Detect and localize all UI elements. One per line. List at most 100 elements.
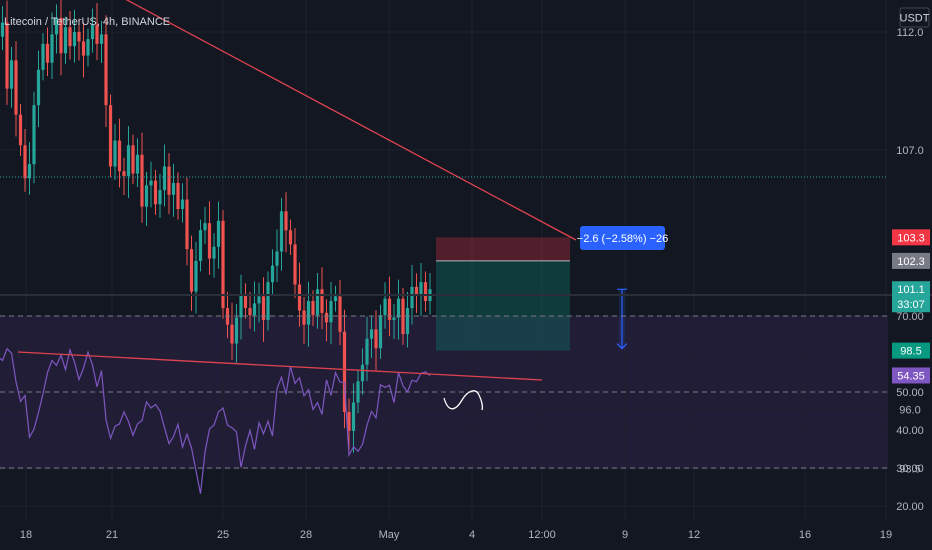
- rsi-trendline[interactable]: [17, 351, 543, 381]
- price-tick-label: 96.0: [899, 405, 920, 417]
- candle: [41, 43, 45, 70]
- currency-button[interactable]: USDT: [899, 7, 930, 28]
- time-tick-label: 12: [688, 529, 700, 541]
- candle: [189, 249, 194, 292]
- candle: [221, 220, 225, 309]
- candle: [18, 114, 23, 146]
- stop-loss-badge: [892, 229, 930, 246]
- candle: [405, 308, 410, 335]
- candle: [63, 27, 68, 54]
- candle: [378, 315, 383, 349]
- candle: [108, 105, 113, 167]
- candle: [50, 34, 54, 63]
- time-tick-label: 12:00: [528, 529, 556, 541]
- candle: [270, 265, 275, 283]
- candle: [279, 211, 284, 252]
- candle: [374, 329, 378, 349]
- candle: [234, 317, 239, 344]
- candle: [369, 329, 374, 339]
- candle: [338, 296, 342, 332]
- measure-label: −2.6 (−2.58%) −26: [577, 233, 668, 245]
- countdown-badge: [892, 296, 930, 313]
- measure-arrowhead: [616, 343, 628, 350]
- candle: [176, 183, 180, 209]
- take-profit-badge: [892, 342, 930, 359]
- candle: [158, 190, 162, 205]
- candle: [392, 317, 396, 320]
- rsi-trendline-line: [17, 351, 543, 381]
- candle: [86, 39, 90, 56]
- rsi-pane[interactable]: [0, 315, 888, 494]
- candle: [54, 17, 59, 35]
- time-tick-label: 28: [300, 529, 312, 541]
- candle: [239, 293, 243, 318]
- candle: [203, 223, 207, 231]
- measure-tool[interactable]: −2.6 (−2.58%) −26: [577, 226, 668, 350]
- candle: [180, 199, 185, 209]
- candle: [243, 293, 248, 309]
- price-tick-label: 107.0: [896, 145, 924, 157]
- measure-label-box: [580, 226, 665, 250]
- time-axis[interactable]: 18 21 25 28 May 4 12:00 9 12 16 19: [20, 529, 892, 541]
- candle: [315, 289, 320, 316]
- candle: [198, 230, 203, 261]
- candle: [387, 298, 392, 320]
- candle: [9, 60, 14, 89]
- price-axis[interactable]: 112.0107.096.093.570.0060.0050.0040.0030…: [892, 27, 930, 513]
- candle: [261, 296, 266, 320]
- time-tick-label: 25: [217, 529, 229, 541]
- candle: [216, 220, 221, 247]
- last-price-badge: [892, 281, 930, 298]
- candle: [248, 308, 252, 316]
- rsi-tick-label: 40.00: [896, 425, 924, 437]
- candle: [333, 296, 338, 302]
- candle: [14, 60, 18, 115]
- candle: [320, 289, 324, 313]
- candle: [212, 246, 216, 259]
- candle: [126, 145, 131, 176]
- candle: [140, 154, 144, 207]
- candle: [302, 310, 306, 325]
- candle: [167, 166, 171, 195]
- candle: [149, 180, 153, 186]
- countdown-label: 33:07: [897, 299, 925, 311]
- price-pane[interactable]: −2.6 (−2.58%) −26: [0, 0, 888, 453]
- time-tick-label: 9: [622, 529, 628, 541]
- candle: [383, 298, 387, 316]
- candle: [32, 105, 36, 165]
- rsi-tick-label: 30.00: [896, 463, 924, 475]
- candle: [95, 24, 99, 44]
- candle: [342, 331, 347, 412]
- candle: [230, 324, 234, 344]
- candle: [297, 284, 302, 311]
- candle: [90, 24, 95, 40]
- candle: [252, 303, 257, 316]
- candle: [23, 145, 27, 179]
- candle: [68, 27, 72, 47]
- candle: [144, 185, 149, 207]
- candle: [288, 230, 293, 245]
- rsi-drawn-curve[interactable]: [443, 390, 484, 411]
- candle: [396, 298, 401, 318]
- time-tick-label: 21: [106, 529, 118, 541]
- rsi-tick-label: 70.00: [896, 311, 924, 323]
- entry-label: 102.3: [897, 256, 925, 268]
- candle: [401, 298, 405, 335]
- short-position-tool[interactable]: [436, 237, 570, 351]
- rsi-current-label: 54.35: [897, 370, 925, 382]
- time-tick-label: 16: [799, 529, 811, 541]
- rsi-levels: [0, 315, 888, 469]
- target-zone: [436, 260, 570, 351]
- rsi-series: [0, 347, 431, 494]
- candle: [162, 166, 167, 191]
- stop-loss-label: 103.3: [897, 232, 925, 244]
- time-tick-label: 19: [880, 529, 892, 541]
- candle: [81, 41, 86, 56]
- price-trendline[interactable]: [112, 0, 577, 241]
- candle: [77, 32, 81, 42]
- candle: [423, 282, 428, 302]
- rsi-line: [0, 347, 431, 494]
- price-trendline-line: [125, 0, 577, 241]
- price-tick-label: 93.5: [899, 464, 920, 476]
